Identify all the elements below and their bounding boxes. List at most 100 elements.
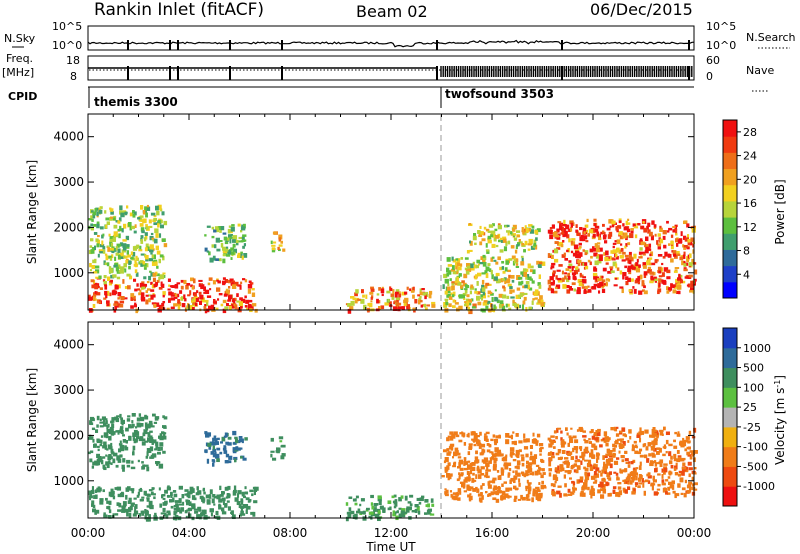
velocity-data-cell (455, 493, 460, 496)
power-data-cell (673, 284, 677, 288)
velocity-data-cell (106, 429, 110, 434)
velocity-data-cell (132, 437, 136, 441)
power-data-cell (493, 304, 496, 310)
velocity-data-cell (122, 467, 125, 472)
power-data-cell (129, 225, 132, 231)
power-data-cell (407, 304, 411, 309)
power-data-cell (605, 278, 610, 281)
power-data-cell (127, 285, 131, 290)
velocity-data-cell (588, 441, 593, 444)
power-data-cell (525, 307, 528, 312)
velocity-data-cell (90, 417, 93, 421)
velocity-data-cell (124, 445, 127, 449)
power-data-cell (450, 292, 453, 296)
power-data-cell (152, 293, 155, 296)
velocity-data-cell (521, 471, 524, 475)
power-data-cell (240, 226, 246, 231)
velocity-data-cell (615, 492, 619, 497)
velocity-data-cell (469, 493, 472, 496)
power-data-cell (380, 305, 385, 310)
power-data-cell (90, 238, 94, 242)
power-data-cell (494, 297, 499, 302)
velocity-data-cell (389, 506, 392, 511)
velocity-data-cell (582, 430, 586, 433)
power-data-cell (657, 243, 662, 247)
power-data-cell (215, 237, 220, 243)
power-data-cell (193, 296, 198, 301)
velocity-data-cell (182, 501, 185, 506)
power-data-cell (600, 231, 604, 235)
power-data-cell (222, 232, 227, 235)
power-data-cell (490, 257, 494, 262)
power-data-cell (573, 288, 577, 292)
velocity-data-cell (206, 494, 211, 497)
power-data-cell (617, 225, 622, 229)
power-data-cell (675, 278, 678, 283)
power-data-cell (644, 242, 647, 248)
power-data-cell (223, 236, 228, 241)
power-data-cell (583, 235, 588, 240)
x-tick-label: 00:00 (71, 526, 106, 540)
velocity-data-cell (673, 467, 677, 471)
power-data-cell (515, 294, 520, 300)
velocity-colorbar-swatch (723, 387, 737, 408)
power-data-cell (142, 218, 147, 224)
power-data-cell (619, 254, 624, 259)
power-data-cell (628, 251, 632, 257)
power-data-cell (496, 278, 500, 284)
power-data-cell (117, 264, 121, 269)
power-data-cell (649, 271, 654, 275)
velocity-data-cell (405, 508, 410, 513)
velocity-data-cell (89, 498, 92, 501)
velocity-data-cell (657, 473, 661, 476)
power-data-cell (360, 298, 365, 304)
velocity-data-cell (494, 447, 499, 452)
power-data-cell (568, 266, 572, 269)
velocity-data-cell (644, 429, 649, 434)
velocity-data-cell (352, 514, 356, 519)
velocity-data-cell (575, 449, 578, 454)
power-data-cell (593, 266, 597, 272)
velocity-data-cell (461, 482, 466, 487)
velocity-data-cell (570, 491, 574, 495)
power-data-cell (370, 296, 373, 300)
power-data-cell (109, 236, 114, 239)
velocity-data-cell (612, 443, 616, 448)
velocity-data-cell (688, 467, 693, 471)
velocity-data-cell (637, 451, 642, 455)
power-data-cell (166, 307, 170, 310)
velocity-data-cell (658, 447, 662, 453)
power-data-cell (664, 251, 668, 257)
power-data-cell (673, 253, 677, 257)
velocity-data-cell (112, 458, 116, 464)
velocity-data-cell (414, 504, 419, 508)
velocity-data-cell (88, 495, 93, 499)
power-data-cell (481, 238, 486, 242)
power-data-cell (393, 301, 398, 305)
velocity-data-cell (597, 489, 601, 494)
power-data-cell (612, 261, 617, 267)
power-data-cell (632, 286, 635, 289)
power-data-cell (428, 293, 432, 299)
velocity-data-cell (253, 491, 257, 496)
velocity-data-cell (240, 500, 244, 505)
power-data-cell (204, 289, 210, 295)
power-data-cell (587, 289, 592, 293)
velocity-data-cell (588, 459, 592, 465)
velocity-data-cell (417, 510, 421, 515)
power-data-cell (467, 268, 472, 273)
velocity-data-cell (661, 474, 664, 479)
power-data-cell (491, 297, 494, 302)
velocity-data-cell (574, 459, 578, 463)
velocity-data-cell (106, 424, 109, 430)
power-data-cell (502, 270, 506, 274)
power-data-cell (633, 253, 637, 259)
velocity-data-cell (203, 514, 208, 520)
power-data-cell (109, 208, 114, 212)
velocity-data-cell (478, 474, 482, 479)
velocity-data-cell (120, 419, 125, 425)
velocity-data-cell (662, 453, 666, 457)
velocity-data-cell (534, 470, 539, 476)
power-data-cell (476, 281, 479, 286)
power-data-cell (684, 276, 688, 279)
